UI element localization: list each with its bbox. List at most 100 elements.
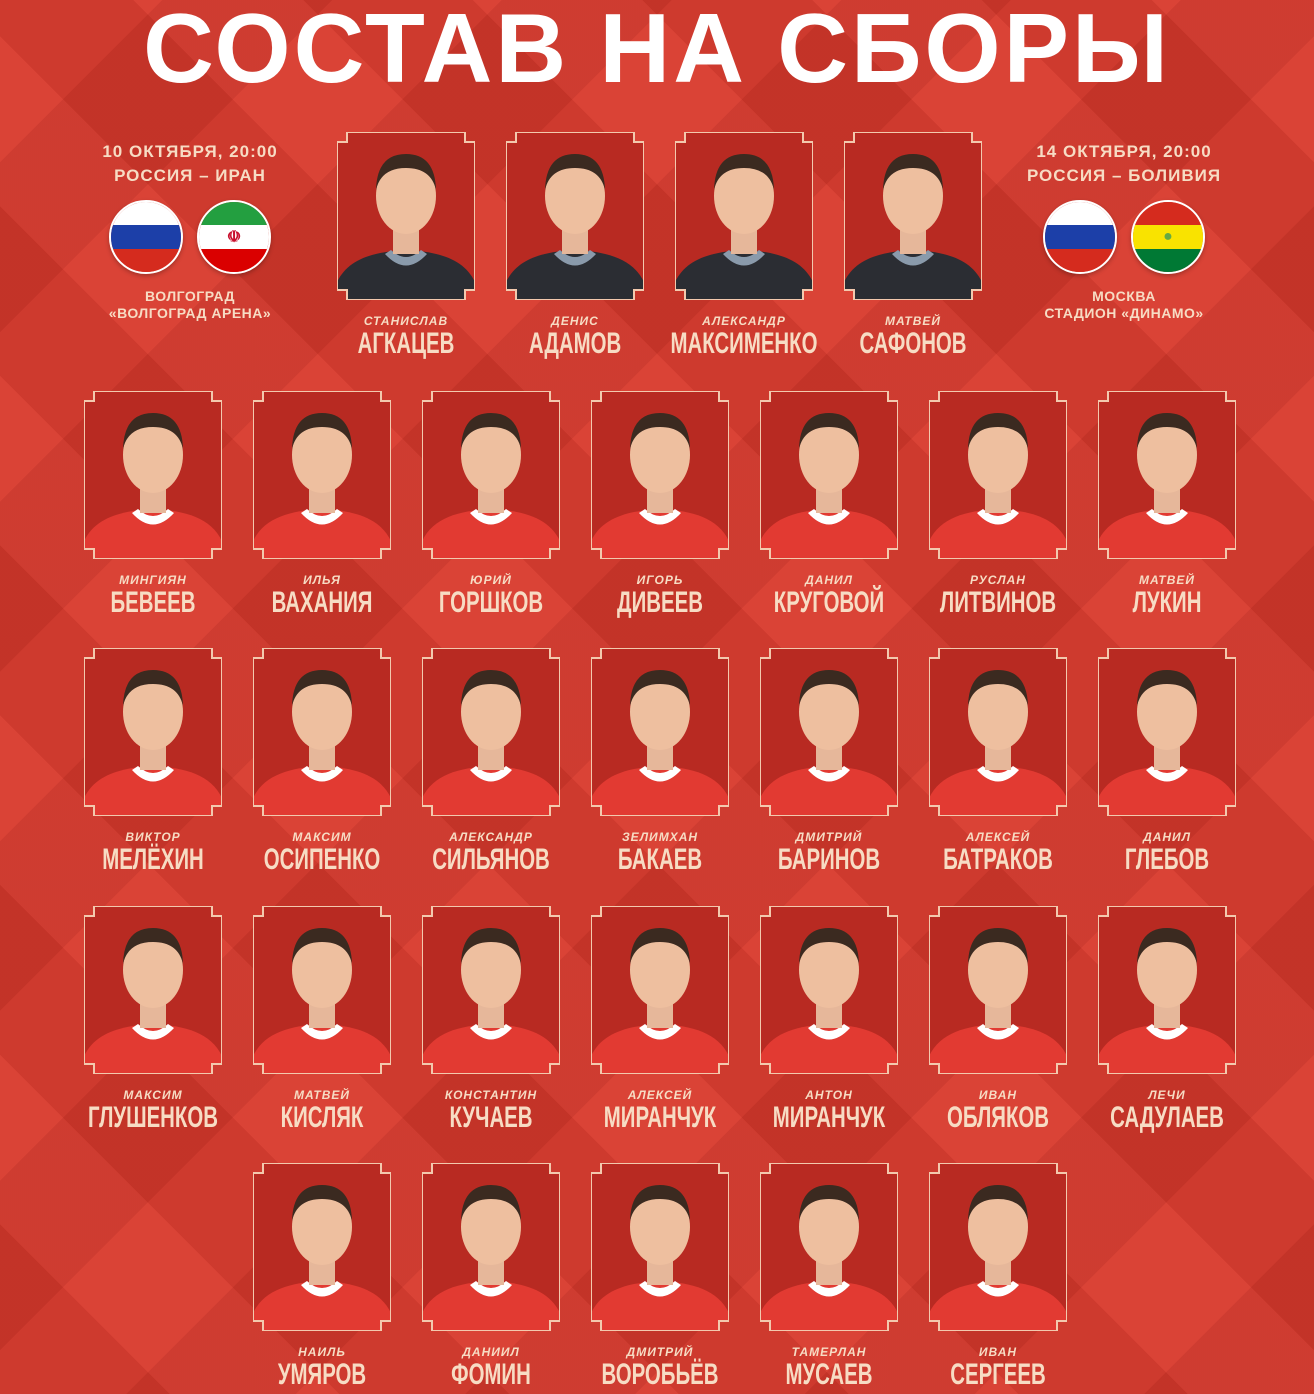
player-photo [84,906,222,1074]
match-city: ВОЛГОГРАД [145,288,235,304]
player-first-name: КОНСТАНТИН [444,1088,538,1102]
player-card: МИНГИЯН БЕВЕЕВ [84,391,222,619]
player-photo [929,1163,1067,1331]
player-last-name: КУЧАЕВ [449,1101,533,1134]
player-photo [591,648,729,816]
player-last-name: КИСЛЯК [280,1101,364,1134]
player-first-name: МАТВЕЙ [293,1088,351,1102]
player-first-name: ДАНИЛ [1143,830,1191,844]
player-first-name: МАТВЕЙ [1138,573,1196,587]
player-card: ДАНИЛ ГЛЕБОВ [1098,648,1236,876]
player-first-name: ДЕНИС [551,314,599,328]
player-last-name: УМЯРОВ [277,1358,367,1391]
player-last-name: ОБЛЯКОВ [946,1101,1050,1134]
player-first-name: АЛЕКСАНДР [449,830,533,844]
player-last-name: МИРАНЧУК [772,1101,886,1134]
player-card: ТАМЕРЛАН МУСАЕВ [760,1163,898,1391]
match-teams: РОССИЯ – БОЛИВИЯ [1026,166,1222,185]
russia-flag-icon [1043,200,1117,274]
iran-flag-icon: ☫ [197,200,271,274]
player-last-name: МИРАНЧУК [603,1101,717,1134]
player-first-name: ЛЕЧИ [1148,1088,1186,1102]
player-last-name: МУСАЕВ [785,1358,873,1391]
player-card: ЛЕЧИ САДУЛАЕВ [1098,906,1236,1134]
player-card: ИЛЬЯ ВАХАНИЯ [253,391,391,619]
player-card: МАТВЕЙ ЛУКИН [1098,391,1236,619]
goalkeeper-card: МАТВЕЙ САФОНОВ [844,132,982,360]
player-card: АНТОН МИРАНЧУК [760,906,898,1134]
player-photo [253,648,391,816]
player-card: ЮРИЙ ГОРШКОВ [422,391,560,619]
player-card: РУСЛАН ЛИТВИНОВ [929,391,1067,619]
player-last-name: СЕРГЕЕВ [950,1358,1046,1391]
player-photo [929,906,1067,1074]
player-photo [760,906,898,1074]
player-card: КОНСТАНТИН КУЧАЕВ [422,906,560,1134]
player-card: МАКСИМ ГЛУШЕНКОВ [84,906,222,1134]
player-photo [253,391,391,559]
match-stadium: «ВОЛГОГРАД АРЕНА» [108,305,272,321]
player-last-name: БЕВЕЕВ [110,586,196,619]
player-first-name: ТАМЕРЛАН [791,1345,867,1359]
player-photo [760,648,898,816]
player-first-name: ЗЕЛИМХАН [621,830,699,844]
player-photo [1098,906,1236,1074]
player-card: ИВАН ОБЛЯКОВ [929,906,1067,1134]
goalkeeper-card: СТАНИСЛАВ АГКАЦЕВ [337,132,475,360]
player-last-name: ГОРШКОВ [438,586,544,619]
player-card: ЗЕЛИМХАН БАКАЕВ [591,648,729,876]
player-first-name: МАКСИМ [292,830,352,844]
player-first-name: СТАНИСЛАВ [363,314,449,328]
player-photo [84,648,222,816]
player-last-name: КРУГОВОЙ [773,586,885,619]
player-first-name: АЛЕКСЕЙ [627,1088,693,1102]
player-last-name: ГЛЕБОВ [1124,843,1210,876]
player-last-name: АДАМОВ [528,327,622,360]
player-first-name: АНТОН [805,1088,853,1102]
player-last-name: БАТРАКОВ [943,843,1053,876]
player-last-name: ВАХАНИЯ [271,586,373,619]
player-last-name: ЛИТВИНОВ [939,586,1057,619]
match-date: 14 ОКТЯБРЯ, 20:00 [1036,142,1212,161]
russia-flag-icon [109,200,183,274]
player-last-name: АГКАЦЕВ [357,327,455,360]
player-photo [929,648,1067,816]
match-stadium: СТАДИОН «ДИНАМО» [1044,305,1204,321]
bolivia-flag-icon: ● [1131,200,1205,274]
player-last-name: ФОМИН [451,1358,531,1391]
player-first-name: ДМИТРИЙ [795,830,863,844]
page-title: СОСТАВ НА СБОРЫ [143,0,1171,103]
player-photo [591,1163,729,1331]
player-photo [422,648,560,816]
player-photo [422,906,560,1074]
match-date: 10 ОКТЯБРЯ, 20:00 [102,142,278,161]
player-photo [422,391,560,559]
player-last-name: САДУЛАЕВ [1110,1101,1224,1134]
player-last-name: МЕЛЁХИН [102,843,204,876]
player-first-name: ДАНИЛ [805,573,853,587]
player-first-name: АЛЕКСЕЙ [965,830,1031,844]
player-last-name: ДИВЕЕВ [617,586,703,619]
player-first-name: ДМИТРИЙ [626,1345,694,1359]
player-photo [1098,391,1236,559]
player-last-name: БАКАЕВ [617,843,703,876]
player-card: ИГОРЬ ДИВЕЕВ [591,391,729,619]
player-first-name: РУСЛАН [970,573,1026,587]
match-city: МОСКВА [1092,288,1156,304]
player-first-name: ВИКТОР [125,830,181,844]
player-last-name: СИЛЬЯНОВ [432,843,550,876]
player-card: ДАНИЛ КРУГОВОЙ [760,391,898,619]
player-card: ДМИТРИЙ ВОРОБЬЁВ [591,1163,729,1391]
player-card: ИВАН СЕРГЕЕВ [929,1163,1067,1391]
player-first-name: ИВАН [978,1345,1018,1359]
match-info-bolivia: 14 ОКТЯБРЯ, 20:00 РОССИЯ – БОЛИВИЯ ● МОС… [1004,140,1244,322]
player-last-name: ВОРОБЬЁВ [601,1358,719,1391]
player-first-name: МАКСИМ [123,1088,183,1102]
player-first-name: ИЛЬЯ [303,573,341,587]
player-last-name: ОСИПЕНКО [263,843,381,876]
player-last-name: МАКСИМЕНКО [670,327,818,360]
match-info-iran: 10 ОКТЯБРЯ, 20:00 РОССИЯ – ИРАН ☫ ВОЛГОГ… [70,140,310,322]
player-first-name: МИНГИЯН [119,573,187,587]
player-card: ДАНИИЛ ФОМИН [422,1163,560,1391]
player-first-name: ИВАН [978,1088,1018,1102]
